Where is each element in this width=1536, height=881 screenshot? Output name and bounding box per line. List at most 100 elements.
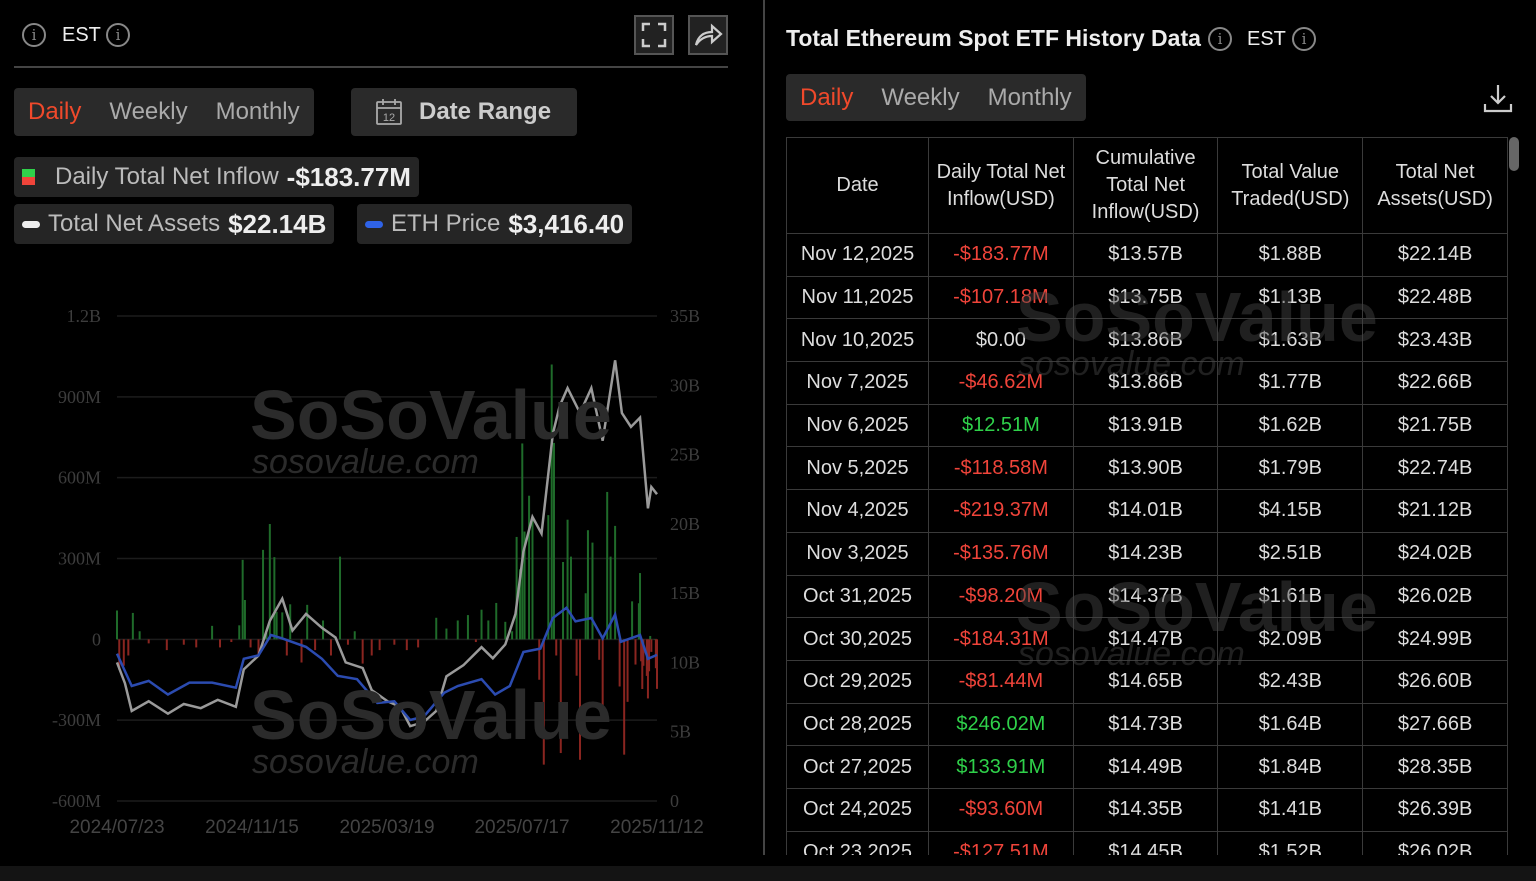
table-cell: $13.75B: [1072, 275, 1219, 320]
table-cell: $1.41B: [1217, 787, 1364, 832]
table-cell: $27.66B: [1362, 702, 1508, 747]
table-cell: -$46.62M: [928, 361, 1074, 405]
table-timezone: EST: [1247, 28, 1286, 50]
table-cell: $1.77B: [1217, 361, 1364, 405]
inflow-bar: [353, 631, 356, 640]
table-cell: -$107.18M: [928, 275, 1074, 320]
column-header: Total Value Traded(USD): [1217, 137, 1364, 234]
inflow-bar: [511, 631, 514, 640]
history-table-container[interactable]: Date Daily Total Net Inflow(USD) Cumulativ…: [786, 137, 1508, 855]
table-timezone-info-icon[interactable]: i: [1292, 27, 1316, 51]
tab-daily[interactable]: Daily: [28, 98, 82, 125]
table-cell: $28.35B: [1362, 745, 1508, 789]
table-row[interactable]: Oct 30,2025 -$184.31M $14.47B $2.09B $24.99B: [786, 617, 1508, 661]
table-cell: $14.49B: [1072, 745, 1219, 789]
share-button[interactable]: [688, 15, 728, 55]
inflow-bar: [523, 531, 526, 640]
panel-divider: [763, 0, 765, 855]
table-cell: $13.86B: [1072, 318, 1219, 363]
table-cell: $22.14B: [1362, 233, 1508, 277]
download-icon: [1483, 85, 1513, 113]
table-tab-monthly[interactable]: Monthly: [987, 83, 1072, 111]
inflow-bar: [118, 639, 121, 670]
inflow-bar: [521, 443, 524, 640]
table-row[interactable]: Nov 4,2025 -$219.37M $14.01B $4.15B $21.12B: [786, 489, 1508, 533]
table-cell: Nov 10,2025: [786, 318, 930, 363]
legend-inflow[interactable]: Daily Total Net Inflow -$183.77M: [14, 157, 419, 197]
inflow-bar: [435, 617, 438, 640]
table-cell: Nov 12,2025: [786, 233, 930, 277]
table-row[interactable]: Oct 24,2025 -$93.60M $14.35B $1.41B $26.39B: [786, 787, 1508, 832]
table-cell: -$183.77M: [928, 233, 1074, 277]
inflow-bar: [314, 639, 317, 651]
download-button[interactable]: [1482, 82, 1514, 119]
etf-chart[interactable]: 1.2B 900M 600M 300M 0 -300M -600M 35B 30B 25B 20B 1…: [0, 0, 760, 860]
inflow-bar: [542, 639, 545, 765]
table-row[interactable]: Oct 29,2025 -$81.44M $14.65B $2.43B $26.60B: [786, 659, 1508, 704]
table-watermark-bottom: SoSoValue sosovalue.com: [1016, 568, 1378, 673]
table-scrollbar[interactable]: [1509, 137, 1519, 171]
table-cell: $14.73B: [1072, 702, 1219, 747]
share-icon: [694, 23, 723, 46]
inflow-bar: [654, 639, 657, 669]
inflow-bar: [618, 639, 621, 687]
svg-text:12: 12: [383, 112, 395, 124]
date-range-button[interactable]: 12 Date Range: [351, 88, 577, 136]
eth-price-line: [115, 606, 658, 722]
timezone-info-icon[interactable]: i: [106, 23, 130, 47]
bottom-bar: [0, 866, 1536, 881]
table-tab-weekly[interactable]: Weekly: [881, 83, 960, 111]
inflow-bar: [281, 612, 284, 640]
tab-weekly[interactable]: Weekly: [109, 98, 188, 125]
inflow-bar: [238, 625, 241, 640]
table-cell: -$93.60M: [928, 787, 1074, 832]
table-cell: -$118.58M: [928, 446, 1074, 491]
inflow-bar: [639, 573, 642, 640]
inflow-bar: [147, 639, 150, 644]
inflow-bar: [370, 639, 373, 656]
table-cell: $26.39B: [1362, 787, 1508, 832]
inflow-bar: [598, 639, 601, 660]
table-cell: $1.79B: [1217, 446, 1364, 491]
inflow-bar: [569, 556, 572, 640]
inflow-bar: [268, 524, 271, 640]
date-range-label: Date Range: [419, 98, 552, 125]
inflow-bar: [487, 620, 490, 640]
inflow-bar: [547, 515, 550, 640]
table-row[interactable]: Nov 11,2025 -$107.18M $13.75B $1.13B $22.48B: [786, 275, 1508, 320]
table-row[interactable]: Oct 23,2025 -$127.51M $14.45B $1.52B $26.02B: [786, 830, 1508, 855]
inflow-bar: [646, 639, 649, 699]
table-cell: Nov 11,2025: [786, 275, 930, 320]
inflow-bar: [182, 639, 185, 645]
legend-price[interactable]: ETH Price $3,416.40: [357, 204, 633, 244]
table-cell: Nov 7,2025: [786, 361, 930, 405]
table-row[interactable]: Nov 3,2025 -$135.76M $14.23B $2.51B $24.02B: [786, 531, 1508, 576]
table-row[interactable]: Oct 27,2025 $133.91M $14.49B $1.84B $28.35B: [786, 745, 1508, 789]
table-cell: $24.02B: [1362, 531, 1508, 576]
inflow-bar: [417, 639, 420, 648]
table-cell: Oct 23,2025: [786, 830, 930, 855]
table-tab-daily[interactable]: Daily: [800, 83, 854, 111]
table-row[interactable]: Oct 28,2025 $246.02M $14.73B $1.64B $27.66B: [786, 702, 1508, 747]
table-row[interactable]: Oct 31,2025 -$98.20M $14.37B $1.61B $26.02B: [786, 574, 1508, 619]
table-row[interactable]: Nov 12,2025 -$183.77M $13.57B $1.88B $22.14B: [786, 233, 1508, 277]
title-info-icon[interactable]: i: [1208, 27, 1232, 51]
inflow-bar: [591, 542, 594, 640]
table-row[interactable]: Nov 5,2025 -$118.58M $13.90B $1.79B $22.74B: [786, 446, 1508, 491]
assets-swatch-icon: [22, 220, 40, 228]
table-cell: $1.62B: [1217, 403, 1364, 448]
inflow-bar: [631, 601, 634, 640]
inflow-bar: [378, 639, 381, 651]
inflow-bar: [637, 603, 640, 640]
table-row[interactable]: Nov 6,2025 $12.51M $13.91B $1.62B $21.75B: [786, 403, 1508, 448]
y-right-tick-label: 20B: [670, 514, 700, 534]
fullscreen-button[interactable]: [634, 15, 674, 55]
legend-price-label: ETH Price: [391, 210, 501, 237]
info-icon[interactable]: i: [22, 23, 46, 47]
table-cell: $13.90B: [1072, 446, 1219, 491]
table-cell: $22.48B: [1362, 275, 1508, 320]
table-cell: Oct 27,2025: [786, 745, 930, 789]
tab-monthly[interactable]: Monthly: [215, 98, 300, 125]
legend-assets[interactable]: Total Net Assets $22.14B: [14, 204, 335, 244]
table-cell: -$98.20M: [928, 574, 1074, 619]
